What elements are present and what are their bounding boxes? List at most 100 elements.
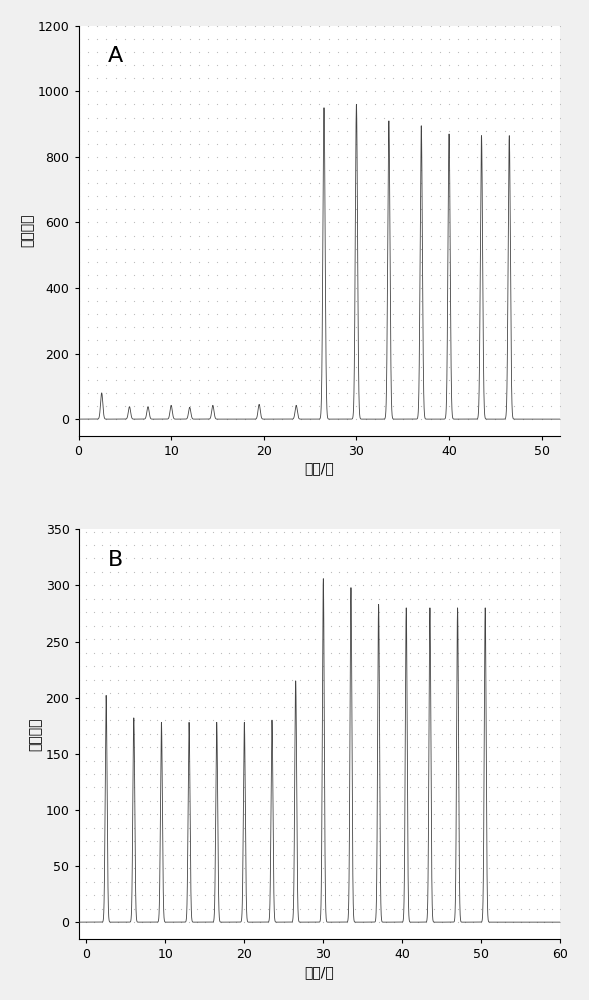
- Point: [352, 31, 361, 47]
- Point: [491, 110, 500, 126]
- Point: [444, 96, 454, 112]
- Point: [113, 631, 123, 647]
- Point: [426, 70, 435, 86]
- Point: [208, 537, 217, 553]
- Point: [461, 537, 470, 553]
- Point: [82, 779, 91, 795]
- Point: [435, 162, 445, 178]
- Point: [528, 44, 537, 60]
- Point: [83, 110, 92, 126]
- Point: [477, 524, 486, 540]
- Point: [453, 806, 462, 822]
- Point: [216, 550, 226, 566]
- Point: [279, 779, 289, 795]
- Point: [231, 280, 241, 296]
- Point: [477, 550, 486, 566]
- Point: [231, 658, 241, 674]
- Point: [361, 267, 370, 283]
- Point: [366, 604, 375, 620]
- Point: [208, 887, 217, 903]
- Point: [481, 306, 491, 322]
- Point: [105, 645, 115, 661]
- Point: [83, 306, 92, 322]
- Point: [548, 887, 557, 903]
- Point: [161, 699, 170, 715]
- Point: [157, 83, 167, 99]
- Point: [374, 779, 383, 795]
- Point: [98, 618, 107, 634]
- Point: [157, 149, 167, 165]
- Point: [454, 332, 463, 348]
- Point: [444, 175, 454, 191]
- Point: [82, 672, 91, 688]
- Point: [481, 83, 491, 99]
- Point: [176, 110, 185, 126]
- Point: [305, 241, 315, 257]
- Point: [121, 820, 131, 836]
- Point: [413, 847, 423, 863]
- Point: [101, 280, 111, 296]
- Point: [177, 685, 186, 701]
- Point: [509, 201, 519, 217]
- Point: [82, 820, 91, 836]
- Point: [408, 136, 417, 152]
- Point: [389, 201, 398, 217]
- Point: [250, 293, 259, 309]
- Point: [287, 254, 296, 270]
- Point: [528, 18, 537, 34]
- Point: [157, 136, 167, 152]
- Point: [333, 175, 343, 191]
- Point: [192, 739, 201, 755]
- Point: [259, 398, 269, 414]
- Point: [203, 18, 213, 34]
- Point: [477, 564, 486, 580]
- Point: [168, 847, 178, 863]
- Point: [555, 267, 565, 283]
- Point: [231, 618, 241, 634]
- Point: [555, 346, 565, 362]
- Point: [429, 779, 439, 795]
- Point: [366, 726, 375, 742]
- Point: [540, 753, 549, 769]
- Point: [508, 833, 518, 849]
- Point: [311, 887, 320, 903]
- Point: [305, 162, 315, 178]
- Point: [500, 806, 509, 822]
- Point: [518, 306, 528, 322]
- Point: [161, 914, 170, 930]
- Point: [167, 188, 176, 204]
- Point: [524, 712, 534, 728]
- Point: [453, 753, 462, 769]
- Point: [176, 201, 185, 217]
- Point: [398, 44, 408, 60]
- Point: [342, 645, 352, 661]
- Point: [224, 820, 233, 836]
- Point: [416, 267, 426, 283]
- Point: [98, 793, 107, 809]
- Point: [153, 685, 162, 701]
- Point: [326, 874, 336, 890]
- Point: [305, 267, 315, 283]
- Point: [157, 319, 167, 335]
- Point: [319, 820, 328, 836]
- Point: [90, 753, 99, 769]
- Point: [532, 766, 541, 782]
- Point: [413, 618, 423, 634]
- Point: [453, 793, 462, 809]
- Point: [445, 550, 454, 566]
- Point: [269, 83, 278, 99]
- Point: [208, 860, 217, 876]
- Point: [555, 332, 565, 348]
- Point: [287, 860, 296, 876]
- Point: [311, 874, 320, 890]
- Point: [130, 70, 139, 86]
- Point: [408, 346, 417, 362]
- Point: [382, 631, 391, 647]
- Point: [74, 860, 83, 876]
- Point: [296, 293, 306, 309]
- Point: [437, 914, 446, 930]
- Point: [437, 618, 446, 634]
- Point: [537, 254, 547, 270]
- Point: [224, 672, 233, 688]
- Point: [390, 550, 399, 566]
